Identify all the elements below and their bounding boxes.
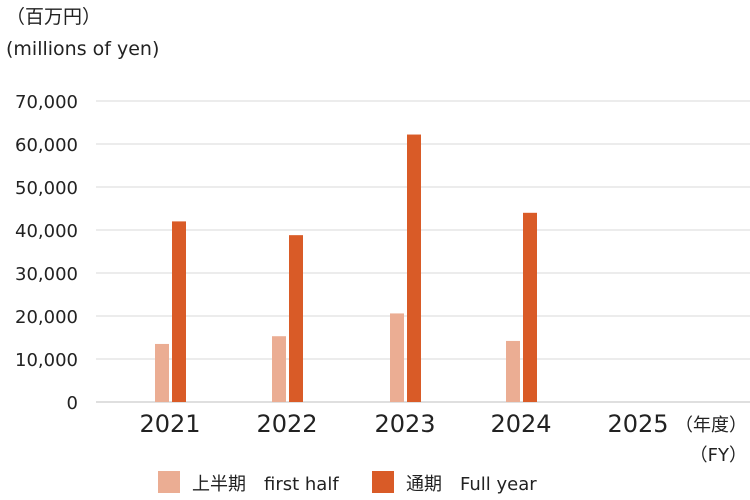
y-tick-label: 30,000 [15, 264, 78, 285]
gridlines [96, 100, 750, 403]
y-tick-label: 10,000 [15, 350, 78, 371]
bar-full-year-2021 [172, 221, 186, 402]
bar-first-half-2022 [272, 336, 286, 402]
y-tick-label: 20,000 [15, 307, 78, 328]
y-axis-tick-labels: 0 10,000 20,000 30,000 40,000 50,000 60,000 70,… [15, 92, 78, 414]
bar-first-half-2023 [390, 313, 404, 402]
x-category-label: 2021 [139, 410, 200, 438]
y-tick-label: 70,000 [15, 92, 78, 113]
x-category-label: 2024 [490, 410, 551, 438]
bars [155, 134, 537, 403]
bar-full-year-2023 [407, 134, 421, 403]
bar-full-year-2024 [523, 212, 537, 402]
legend: 上半期 first half 通期 Full year [158, 471, 537, 495]
y-tick-label: 50,000 [15, 178, 78, 199]
bar-full-year-2022 [289, 235, 303, 402]
legend-label-first-half: 上半期 first half [192, 474, 339, 495]
x-unit-label-en: （FY） [690, 445, 747, 466]
y-tick-label: 0 [67, 393, 78, 414]
y-unit-label-en: (millions of yen) [6, 38, 159, 60]
y-tick-label: 40,000 [15, 221, 78, 242]
legend-swatch-first-half [158, 471, 180, 493]
bar-first-half-2021 [155, 343, 169, 402]
x-category-label: 2022 [256, 410, 317, 438]
x-unit-label-ja: （年度） [675, 415, 747, 436]
bar-first-half-2024 [506, 340, 520, 402]
x-axis-category-labels: 2021 2022 2023 2024 2025 [139, 410, 668, 438]
y-tick-label: 60,000 [15, 135, 78, 156]
x-category-label: 2025 [607, 410, 668, 438]
y-unit-label-ja: （百万円） [6, 6, 101, 28]
legend-swatch-full-year [372, 471, 394, 493]
legend-label-full-year: 通期 Full year [406, 474, 537, 495]
x-category-label: 2023 [374, 410, 435, 438]
